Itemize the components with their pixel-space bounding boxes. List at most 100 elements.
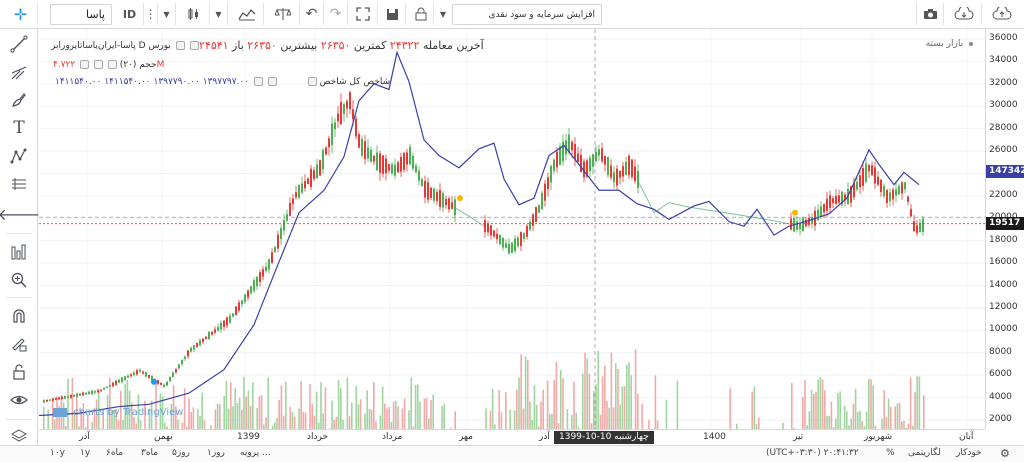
trend-line-icon[interactable] — [8, 33, 30, 55]
lock-drawing-icon[interactable] — [8, 333, 30, 355]
arrow-left-icon[interactable]: 🡐 — [0, 205, 41, 224]
pattern-icon[interactable] — [8, 145, 30, 167]
candle-body — [523, 233, 525, 239]
brush-icon[interactable] — [8, 89, 30, 111]
volume-bar — [370, 409, 373, 445]
candle-body — [499, 234, 501, 245]
camera-icon[interactable] — [916, 3, 944, 25]
cloud-download-icon[interactable] — [946, 3, 982, 25]
price-tick-label: 26000 — [989, 145, 1018, 156]
candle-body — [415, 165, 417, 173]
candle-body — [904, 182, 906, 190]
symbol-search-input[interactable] — [50, 4, 112, 25]
measure-icon[interactable] — [8, 241, 30, 263]
index-price-badge: 147342 — [986, 165, 1024, 179]
candle-body — [409, 146, 411, 165]
zoom-in-icon[interactable] — [8, 269, 30, 291]
crosshair-tool-icon[interactable]: ✛ — [4, 3, 38, 25]
chevron-down-icon[interactable]: ▼ — [158, 3, 176, 25]
price-axis[interactable]: 3600034000320003000028000260002400022000… — [985, 29, 1024, 429]
candle-body — [361, 139, 363, 156]
volume-bar — [546, 380, 549, 445]
candle-body — [202, 338, 204, 343]
dropdown-chevron-icon[interactable]: ▼ — [439, 9, 447, 19]
volume-settings-icon[interactable] — [93, 60, 103, 69]
volume-bar — [868, 378, 870, 445]
eye-icon[interactable] — [8, 389, 30, 411]
volume-bar — [58, 406, 60, 445]
range-3m[interactable]: ۳ماه — [141, 448, 159, 458]
volume-bar — [498, 390, 500, 445]
volume-bar — [315, 391, 318, 445]
price-chart[interactable] — [38, 29, 985, 445]
candle-body — [127, 375, 129, 378]
more-menu-icon[interactable]: ⋮ — [144, 3, 158, 25]
pitchfork-icon[interactable] — [8, 61, 30, 83]
index-eye-icon[interactable] — [307, 77, 317, 86]
candle-body — [94, 390, 96, 393]
volume-bar — [335, 417, 338, 445]
volume-bar — [542, 389, 544, 445]
candle-body — [502, 237, 504, 248]
prediction-icon[interactable] — [8, 173, 30, 195]
legend-visibility-icon[interactable] — [175, 41, 185, 50]
chart-pane[interactable]: ۲۴۵۴۱ آخرین معامله ۲۴۳۲۲ کمترین ۲۶۳۵۰ بی… — [38, 29, 985, 445]
volume-bar — [588, 373, 591, 445]
volume-bar — [106, 394, 109, 445]
legend-settings-icon[interactable] — [189, 41, 199, 50]
candle-body — [106, 386, 108, 388]
volume-bar — [139, 420, 142, 445]
unlock-icon[interactable] — [8, 361, 30, 383]
undo-icon[interactable]: ↶ — [300, 3, 324, 25]
log-toggle[interactable]: لگاریتمی — [908, 448, 941, 458]
auto-toggle[interactable]: خودکار — [956, 448, 982, 458]
settings-gear-icon[interactable]: ⚙ — [1000, 447, 1010, 460]
snapshot-lock-icon[interactable] — [408, 3, 434, 25]
index-settings-icon[interactable] — [267, 77, 277, 86]
volume-bar — [619, 404, 621, 445]
volume-close-icon[interactable] — [80, 60, 90, 69]
index-close-icon[interactable] — [254, 77, 263, 86]
utc-time[interactable]: (UTC+۰۳:۳۰) ۲۰:۴۱:۳۲ — [766, 448, 859, 458]
candle-body — [571, 141, 573, 151]
magnet-icon[interactable] — [8, 305, 30, 327]
range-1y[interactable]: ۱y — [80, 448, 91, 458]
legend-volume: حجم (۲۰) ۴.۷۲۲M — [47, 60, 164, 70]
volume-bar — [60, 395, 63, 445]
volume-bar — [430, 400, 432, 445]
volume-bar — [665, 399, 668, 445]
volume-bar — [830, 401, 833, 445]
indicator-select[interactable]: افزایش سرمایه و سود نقدی — [452, 4, 602, 25]
candle-body — [130, 374, 132, 377]
interval-button[interactable]: ID — [116, 3, 144, 25]
candle-body — [313, 170, 315, 179]
indicators-icon[interactable] — [230, 3, 264, 25]
percent-toggle[interactable]: % — [886, 448, 895, 458]
range-1d[interactable]: روز۱ — [207, 448, 225, 458]
volume-bar — [368, 409, 371, 445]
cloud-upload-icon[interactable] — [984, 3, 1020, 25]
volume-bar — [582, 373, 584, 445]
volume-bar — [513, 410, 516, 445]
volume-bar — [648, 420, 650, 445]
layers-icon[interactable] — [8, 425, 30, 447]
chart-type-chevron-icon[interactable]: ▼ — [210, 3, 228, 25]
volume-bar — [51, 400, 54, 445]
volume-bar — [175, 406, 177, 445]
range-6m[interactable]: ۶ماه — [106, 448, 124, 458]
range-custom[interactable]: پرویه ... — [240, 448, 271, 458]
redo-icon[interactable]: ↷ — [324, 3, 348, 25]
volume-bar — [73, 410, 76, 445]
fullscreen-icon[interactable] — [348, 3, 378, 25]
range-10y[interactable]: ۱۰y — [50, 448, 65, 458]
text-tool-icon[interactable]: T — [13, 118, 25, 138]
candle-body — [835, 195, 837, 204]
volume-eye-icon[interactable] — [107, 60, 117, 69]
candle-body — [355, 118, 357, 137]
volume-bar — [177, 419, 179, 445]
range-5d[interactable]: روز۵ — [172, 448, 190, 458]
save-icon[interactable] — [380, 3, 406, 25]
candle-style-icon[interactable] — [178, 3, 210, 25]
compare-scale-icon[interactable] — [266, 3, 300, 25]
time-axis[interactable]: آذر بهمن 1399 خرداد مرداد مهر آذر 1400 تیر شهریور… — [39, 429, 985, 445]
